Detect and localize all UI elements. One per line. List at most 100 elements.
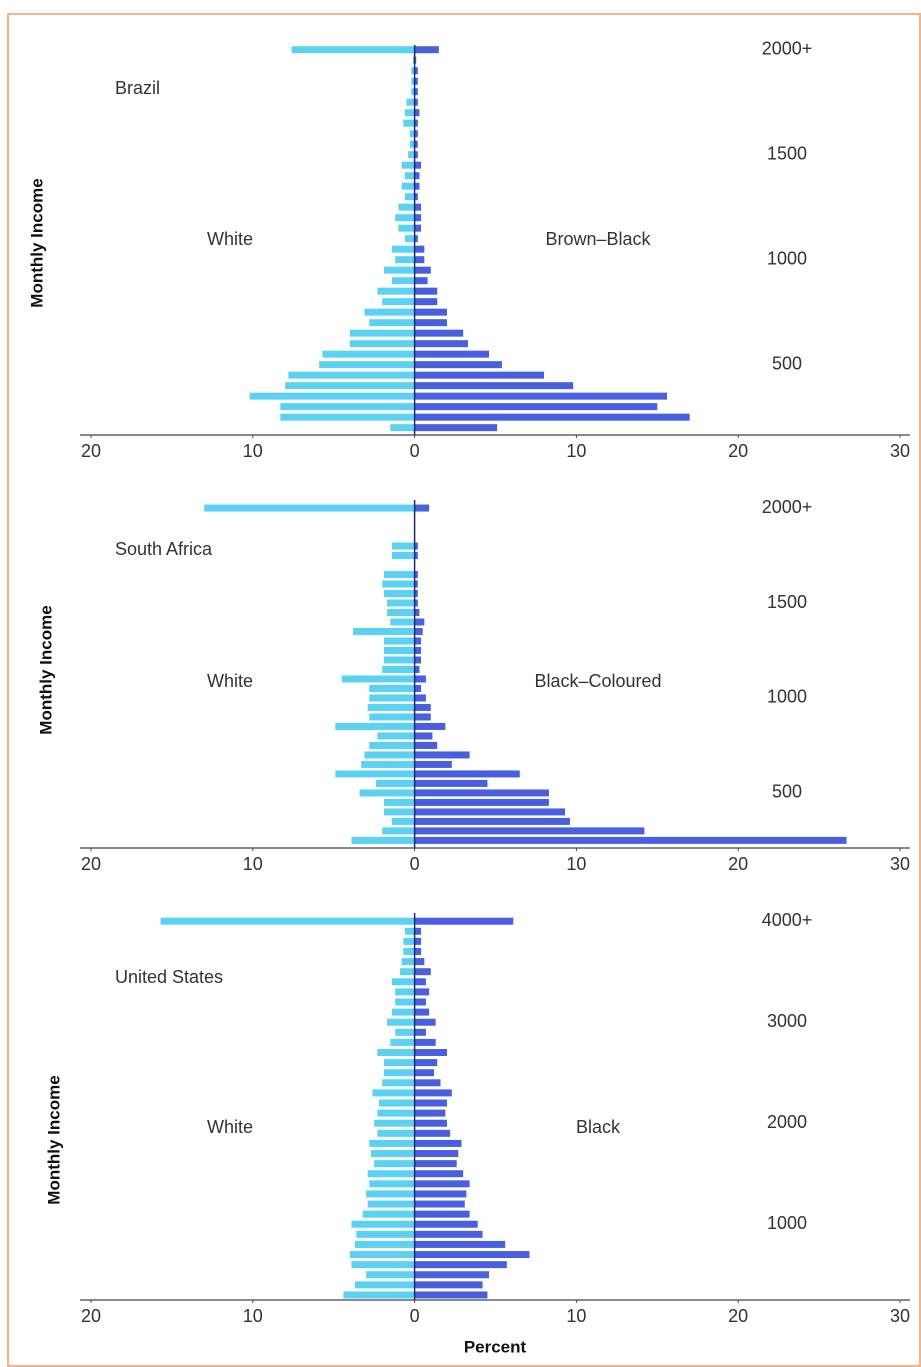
bar [364, 751, 415, 759]
bar [414, 675, 426, 683]
bar [414, 998, 426, 1006]
x-tick-label: 20 [81, 854, 101, 874]
bar [356, 1230, 415, 1238]
bar [414, 1139, 462, 1147]
bar [354, 1240, 415, 1248]
bar [414, 340, 468, 348]
bar [383, 571, 415, 579]
bar [414, 988, 430, 996]
bar [414, 1028, 426, 1036]
y-axis-label: Monthly Income [27, 178, 46, 307]
bar [383, 656, 415, 664]
bar [361, 760, 415, 768]
bar [414, 732, 433, 740]
bar [349, 329, 415, 337]
bar [406, 98, 415, 106]
bar [404, 235, 415, 243]
bar [414, 298, 438, 306]
bar [414, 392, 668, 400]
bar [414, 684, 422, 692]
x-tick-label: 10 [243, 1306, 263, 1326]
bar [414, 1281, 483, 1289]
bar [414, 1089, 452, 1097]
bar [395, 214, 415, 222]
y-tick-label: 2000 [767, 1112, 807, 1132]
bar [409, 140, 415, 148]
bar [367, 703, 415, 711]
bar [414, 590, 418, 598]
bar [414, 637, 422, 645]
bar [414, 599, 418, 607]
series-label: Black–Coloured [534, 671, 661, 691]
bar [366, 1271, 415, 1279]
bar [414, 1261, 507, 1269]
bar [369, 694, 415, 702]
bar [414, 172, 420, 180]
bar [414, 109, 420, 117]
bar [414, 214, 422, 222]
bar [414, 722, 446, 730]
bar [414, 46, 439, 54]
y-tick-label: 2000+ [762, 497, 813, 517]
bar [351, 1261, 415, 1269]
bar [369, 1139, 415, 1147]
bar [411, 88, 415, 96]
bar [395, 988, 415, 996]
bar [414, 1190, 467, 1198]
bar [404, 109, 415, 117]
bar [414, 424, 498, 432]
x-tick-label: 20 [728, 1306, 748, 1326]
bar [404, 927, 415, 935]
x-tick-label: 20 [81, 1306, 101, 1326]
bar [414, 770, 520, 778]
y-tick-label: 1000 [767, 687, 807, 707]
bar [160, 917, 415, 925]
bar [414, 937, 422, 945]
bar [383, 590, 415, 598]
bar [414, 713, 431, 721]
bar [354, 1281, 415, 1289]
bar [414, 947, 422, 955]
bar [382, 1079, 415, 1087]
bar [414, 308, 447, 316]
bar [414, 371, 545, 379]
bar [414, 1220, 478, 1228]
bar [414, 1160, 457, 1168]
bar [414, 203, 422, 211]
bar [353, 627, 415, 635]
bar [414, 56, 417, 64]
bar [369, 319, 415, 327]
bar [414, 571, 418, 579]
bar [349, 1251, 415, 1259]
bar [414, 665, 420, 673]
y-tick-label: 2000+ [762, 38, 813, 58]
bar [414, 277, 428, 285]
bar [359, 789, 415, 797]
bar [404, 193, 415, 201]
bar [414, 193, 418, 201]
bar [383, 637, 415, 645]
bar [414, 1129, 451, 1137]
bar [377, 1109, 415, 1117]
bar [383, 1069, 415, 1077]
bar [414, 1150, 459, 1158]
bar [398, 203, 415, 211]
bar [204, 504, 415, 512]
bar [249, 392, 415, 400]
bar [383, 646, 415, 654]
bar [414, 361, 502, 369]
bar [280, 413, 415, 421]
bar [349, 340, 415, 348]
x-tick-label: 0 [410, 854, 420, 874]
bar [288, 371, 415, 379]
bar [401, 182, 415, 190]
bar [414, 382, 574, 390]
bar [414, 1180, 470, 1188]
bar [414, 88, 418, 96]
bar [375, 779, 415, 787]
bar [414, 287, 438, 295]
bar [414, 751, 470, 759]
bar [414, 1271, 490, 1279]
bar [414, 741, 438, 749]
